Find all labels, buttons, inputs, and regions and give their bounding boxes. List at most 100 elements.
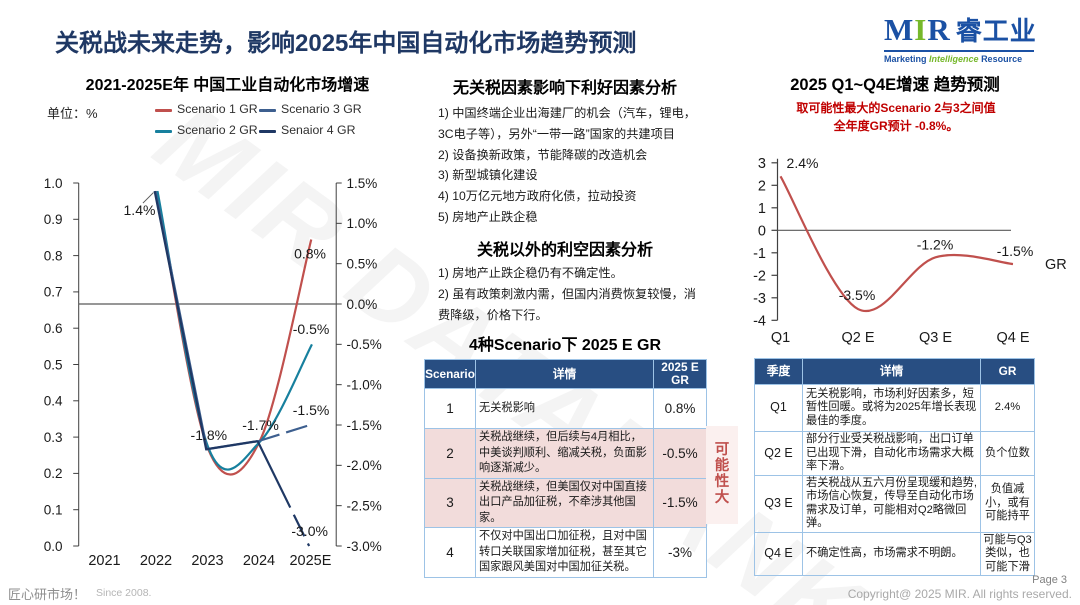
data-label: -3.5% (839, 287, 876, 303)
tagline-intelligence: Intelligence (929, 54, 979, 64)
quarter-gr-cell: 负值减小，或有可能持平 (980, 474, 1035, 533)
table-row: 4 不仅对中国出口加征税，且对中国转口关联国家增加征税，甚至其它国家跟风美国对中… (424, 527, 707, 578)
list-item: 1) 房地产止跌企稳仍有不确定性。 (438, 266, 623, 280)
legend-marker-scenario-1 (155, 109, 172, 112)
scenario-gr-cell: 0.8% (653, 388, 707, 429)
left-chart-unit-label: 单位：% (47, 106, 98, 121)
list-item: 3) 新型城镇化建设 (438, 168, 538, 183)
series-end-label: -1.5% (293, 402, 330, 418)
series-axis-label: GR (1045, 257, 1067, 273)
data-label: 1.4% (124, 202, 156, 218)
mir-logo: MIR 睿工业 Marketing Intelligence Resource (884, 11, 1037, 64)
y-axis-tick-label: -4 (753, 313, 766, 329)
scenario-gr-cell: -3% (653, 527, 707, 578)
positive-factors-list: 1) 中国终端企业出海建厂的机会（汽车，锂电，3C电子等），另外“一带一路”国家… (438, 103, 698, 228)
quarter-cell: Q3 E (754, 474, 803, 533)
scenario-gr-cell: -1.5% (653, 477, 707, 528)
y-axis-left-tick-label: 0.3 (44, 430, 63, 445)
y-axis-left-tick-label: 0.9 (44, 212, 63, 227)
x-axis-category-label: 2025E (289, 553, 331, 569)
logo-letter-r: R (927, 12, 951, 47)
right-chart-title: 2025 Q1~Q4E增速 趋势预测 (790, 76, 1000, 94)
list-item: 1) 中国终端企业出海建厂的机会（汽车，锂电，3C电子等），另外“一带一路”国家… (438, 106, 696, 141)
scenario-gr-cell: -0.5% (653, 428, 707, 479)
quarter-detail-cell: 部分行业受关税战影响，出口订单已出现下滑，自动化市场需求大概率下滑。 (802, 431, 981, 476)
y-axis-left-tick-label: 0.0 (44, 539, 63, 554)
column-header: 详情 (802, 358, 981, 385)
quarter-gr-cell: 2.4% (980, 384, 1035, 432)
scenario-detail-cell: 无关税影响 (475, 388, 654, 429)
table-header-row: Scenario 详情 2025 E GR (424, 359, 707, 389)
x-axis-category-label: 2023 (191, 553, 223, 569)
scenario-number-cell: 1 (424, 388, 476, 429)
scenario-number-cell: 4 (424, 527, 476, 578)
scenario-detail-cell: 不仅对中国出口加征税，且对中国转口关联国家增加征税，甚至其它国家跟风美国对中国加… (475, 527, 654, 578)
legend-marker-scenario-2 (155, 130, 172, 133)
data-label: 2.4% (787, 155, 819, 171)
data-label: -1.2% (917, 236, 954, 252)
mir-logo-chinese-name: 睿工业 (955, 16, 1037, 46)
positive-factors-heading: 无关税因素影响下利好因素分析 (452, 80, 677, 97)
legend-label-scenario-1: Scenario 1 GR (177, 102, 258, 116)
left-chart-title: 2021-2025E年 中国工业自动化市场增速 (85, 77, 370, 94)
y-axis-tick-label: 3 (758, 156, 766, 172)
x-axis-category-label: Q3 E (919, 330, 952, 346)
y-axis-right-tick-label: -1.0% (347, 377, 382, 392)
x-axis-category-label: Q2 E (841, 330, 874, 346)
y-axis-tick-label: -2 (753, 268, 766, 284)
table-row: Q4 E 不确定性高，市场需求不明朗。 可能与Q3类似，也可能下滑 (754, 531, 1035, 576)
series-end-label: -3.0% (291, 523, 328, 539)
data-label: -1.8% (191, 427, 228, 443)
data-label: -1.5% (997, 243, 1034, 259)
y-axis-right-tick-label: -1.5% (347, 418, 382, 433)
table-row: Q1 无关税影响，市场利好因素多，短暂性回暖。或将为2025年增长表现最佳的季度… (754, 384, 1035, 432)
y-axis-left-tick-label: 1.0 (44, 176, 63, 191)
page-number: Page 3 (1032, 574, 1067, 586)
data-label-leader-line (142, 192, 154, 204)
scenario-table: Scenario 详情 2025 E GR 1 无关税影响 0.8% 2 关税战… (424, 359, 707, 578)
logo-letter-m: M (884, 12, 915, 47)
y-axis-left-tick-label: 0.7 (44, 285, 63, 300)
y-axis-tick-label: 0 (758, 223, 766, 239)
legend-label-scenario-4: Senaior 4 GR (281, 123, 356, 137)
y-axis-right-tick-label: -3.0% (347, 539, 382, 554)
list-item: 4) 10万亿元地方政府化债，拉动投资 (438, 189, 637, 204)
copyright-notice: Copyright@ 2025 MIR. All rights reserved… (847, 587, 1072, 601)
column-header: Scenario (424, 359, 476, 389)
column-header: GR (980, 358, 1035, 385)
scenario-detail-cell: 关税战继续，但后续与4月相比，中美谈判顺利、缩减关税，负面影响逐渐减少。 (475, 428, 654, 479)
right-chart-subtitle-1: 取可能性最大的Scenario 2与3之间值 (796, 101, 996, 115)
right-chart-subtitle-2: 全年度GR预计 -0.8%。 (833, 119, 959, 133)
legend-label-scenario-3: Scenario 3 GR (281, 102, 362, 116)
x-axis-category-label: 2021 (88, 553, 120, 569)
negative-factors-heading: 关税以外的利空因素分析 (476, 242, 653, 259)
y-axis-left-tick-label: 0.8 (44, 248, 63, 263)
column-header: 2025 E GR (653, 359, 707, 389)
scenario-detail-cell: 关税战继续，但美国仅对中国直接出口产品加征税，不牵涉其他国家。 (475, 477, 654, 528)
quarter-cell: Q1 (754, 384, 803, 432)
x-axis-category-label: Q4 E (996, 330, 1029, 346)
quarter-detail-cell: 不确定性高，市场需求不明朗。 (802, 531, 981, 576)
y-axis-left-tick-label: 0.6 (44, 321, 63, 336)
page-title: 关税战未来走势，影响2025年中国自动化市场趋势预测 (55, 30, 637, 57)
y-axis-tick-label: 2 (758, 178, 766, 194)
scenario-number-cell: 2 (424, 428, 476, 479)
y-axis-tick-label: 1 (758, 201, 766, 217)
footer-slogan: 匠心研市场！ (8, 587, 87, 602)
mir-logo-tagline: Marketing Intelligence Resource (884, 54, 1034, 64)
mir-logo-rule (884, 50, 1034, 52)
list-item: 5) 房地产止跌企稳 (438, 209, 538, 224)
column-header: 详情 (475, 359, 654, 389)
y-axis-tick-label: -3 (753, 291, 766, 307)
table-row: Q3 E 若关税战从五六月份呈现缓和趋势,市场信心恢复，传导至自动化市场需求及订… (754, 474, 1035, 533)
table-row: 3 关税战继续，但美国仅对中国直接出口产品加征税，不牵涉其他国家。 -1.5% (424, 477, 707, 528)
quarter-gr-cell: 可能与Q3类似，也可能下滑 (980, 531, 1035, 576)
quarter-gr-cell: 负个位数 (980, 431, 1035, 476)
footer-since: Since 2008. (96, 587, 152, 599)
y-axis-left-tick-label: 0.5 (44, 357, 63, 372)
legend-marker-scenario-3 (259, 109, 276, 112)
high-likelihood-label: 可能性大 (714, 442, 730, 506)
logo-letter-i: I (914, 12, 928, 47)
series-line-gr (779, 175, 1014, 313)
